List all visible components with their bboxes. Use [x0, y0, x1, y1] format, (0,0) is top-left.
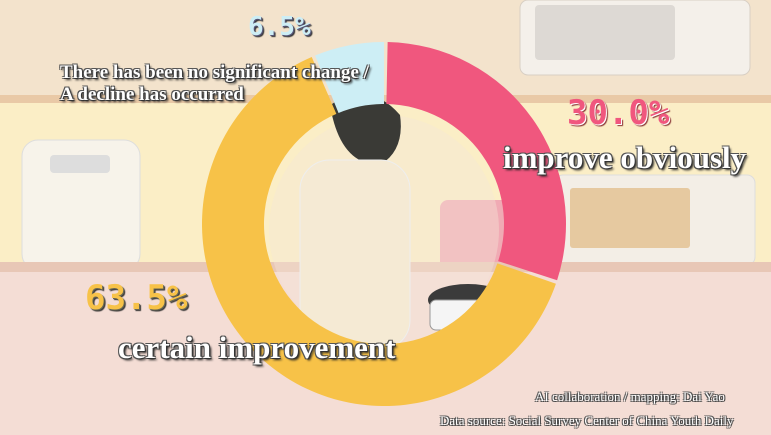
- category-label-no-change-1: There has been no significant change /: [60, 62, 369, 83]
- category-label-no-change-2: A decline has occurred: [60, 84, 244, 105]
- person-hair: [330, 94, 401, 165]
- category-label-certain-improvement: certain improvement: [118, 330, 396, 365]
- slice-certain-improvement: [201, 56, 556, 406]
- slice-improve-obviously: [386, 42, 566, 281]
- value-label-no-change: 6.5%: [248, 12, 311, 42]
- credit-author: AI collaboration / mapping: Dai Yao: [535, 389, 725, 404]
- slice-no-change: [315, 42, 384, 113]
- category-label-improve-obviously: improve obviously: [503, 140, 747, 175]
- value-label-improve-obviously: 30.0%: [567, 93, 670, 133]
- value-label-certain-improvement: 63.5%: [85, 278, 188, 318]
- credit-source: Data source: Social Survey Center of Chi…: [440, 413, 734, 428]
